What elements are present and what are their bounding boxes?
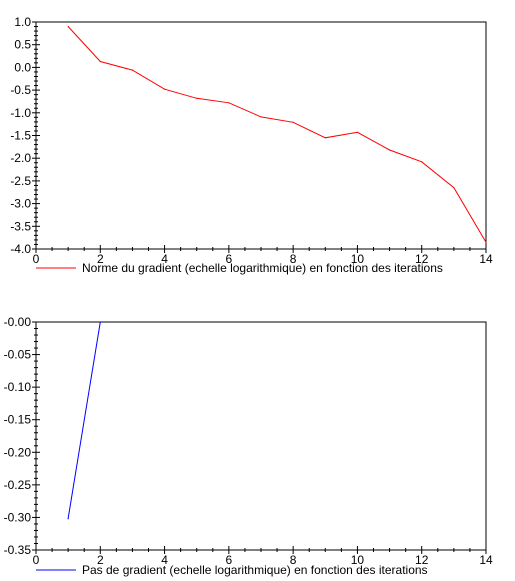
data-point [485, 242, 486, 243]
data-point [196, 98, 197, 99]
chart-1: 1.0 0.5 0.0 -0.5 -1.0 -1.5 -2.0 -2.5 -3.0 -3.5 -4.… [10, 15, 493, 275]
data-point [68, 518, 69, 519]
y-tick-label: 0.5 [14, 38, 31, 52]
plot-frame [36, 322, 486, 550]
data-point [293, 122, 294, 123]
x-tick-label: 14 [479, 553, 493, 567]
data-point [325, 137, 326, 138]
x-tick-label: 0 [33, 553, 40, 567]
data-point [164, 89, 165, 90]
y-tick-label: -0.25 [4, 478, 32, 492]
plot-frame [36, 22, 486, 249]
y-tick-label: -0.15 [4, 413, 32, 427]
y-tick-label: -0.00 [4, 315, 32, 329]
data-point [68, 26, 69, 27]
y-tick-label: -0.5 [10, 83, 31, 97]
y-tick-label: -0.20 [4, 445, 32, 459]
y-tick-label: -1.5 [10, 129, 31, 143]
data-point [228, 102, 229, 103]
y-tick-label: -3.5 [10, 219, 31, 233]
data-point [421, 161, 422, 162]
y-tick-label: 1.0 [14, 15, 31, 29]
x-tick-label: 0 [33, 252, 40, 266]
data-point [389, 149, 390, 150]
data-point [453, 187, 454, 188]
data-point [100, 61, 101, 62]
y-tick-label: -0.10 [4, 380, 32, 394]
series-line-1 [68, 322, 100, 519]
data-point [100, 321, 101, 322]
y-tick-label: -2.5 [10, 174, 31, 188]
legend-label: Pas de gradient (echelle logarithmique) … [82, 563, 428, 577]
y-tick-label: -0.35 [4, 543, 32, 557]
data-point [260, 116, 261, 117]
data-point [132, 70, 133, 71]
y-tick-label: -4.0 [10, 242, 31, 256]
y-tick-label: 0.0 [14, 60, 31, 74]
x-tick-label: 14 [479, 252, 493, 266]
y-tick-label: -1.0 [10, 106, 31, 120]
y-tick-label: -0.05 [4, 348, 32, 362]
legend-label: Norme du gradient (echelle logarithmique… [82, 261, 443, 275]
y-tick-label: -3.0 [10, 197, 31, 211]
y-tick-label: -2.0 [10, 151, 31, 165]
y-tick-label: -0.30 [4, 510, 32, 524]
data-point [357, 132, 358, 133]
chart-2: -0.00 -0.05 -0.10 -0.15 -0.20 -0.25 -0.30 -0.35… [4, 315, 493, 577]
series-line-1 [68, 27, 486, 243]
